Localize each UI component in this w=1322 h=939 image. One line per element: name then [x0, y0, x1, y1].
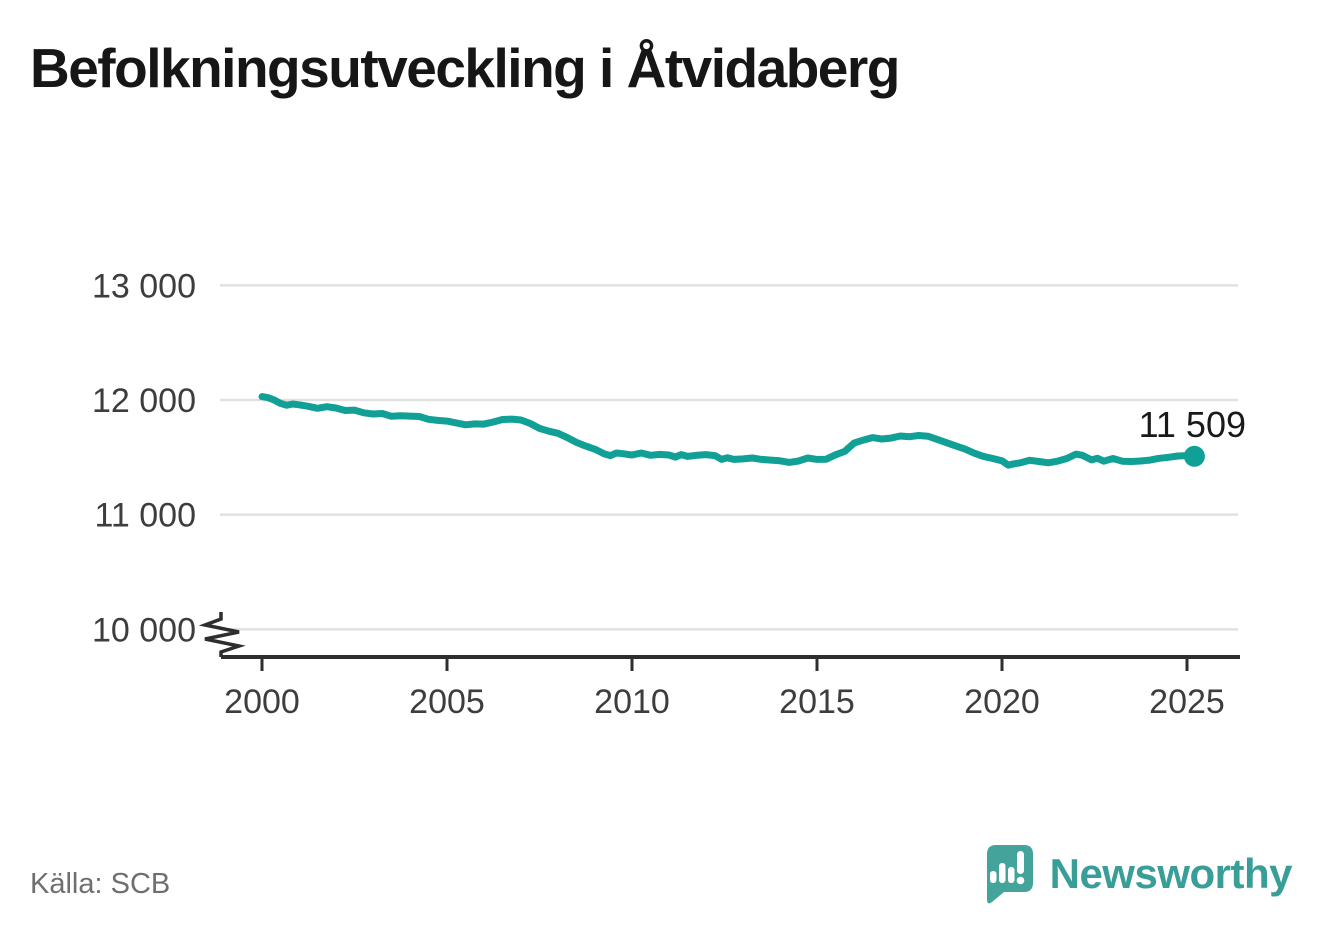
- source-note: Källa: SCB: [30, 868, 171, 900]
- page-title: Befolkningsutveckling i Åtvidaberg: [30, 37, 900, 99]
- population-line-chart: 13 000 12 000 11 000 10 000 2000 2005 2010 2015…: [92, 267, 1246, 721]
- x-tick-label: 2015: [779, 683, 855, 721]
- latest-value-label: 11 509: [1139, 404, 1246, 445]
- latest-point-dot: [1183, 445, 1205, 467]
- newsworthy-wordmark: Newsworthy: [1049, 850, 1293, 897]
- newsworthy-speech-bubble-bar-chart-icon: [986, 845, 1033, 904]
- x-tick-label: 2010: [594, 683, 670, 721]
- y-tick-label: 10 000: [92, 611, 196, 649]
- y-tick-label: 12 000: [92, 382, 196, 420]
- newsworthy-logo: Newsworthy: [979, 840, 1293, 908]
- x-tick-label: 2005: [409, 683, 485, 721]
- population-line: [258, 393, 1198, 469]
- x-tick-label: 2025: [1149, 683, 1225, 721]
- y-axis-break-icon: [198, 612, 246, 657]
- x-tick-label: 2000: [224, 683, 300, 721]
- x-tick-label: 2020: [964, 683, 1040, 721]
- y-tick-label: 13 000: [92, 267, 196, 305]
- y-tick-label: 11 000: [95, 497, 196, 535]
